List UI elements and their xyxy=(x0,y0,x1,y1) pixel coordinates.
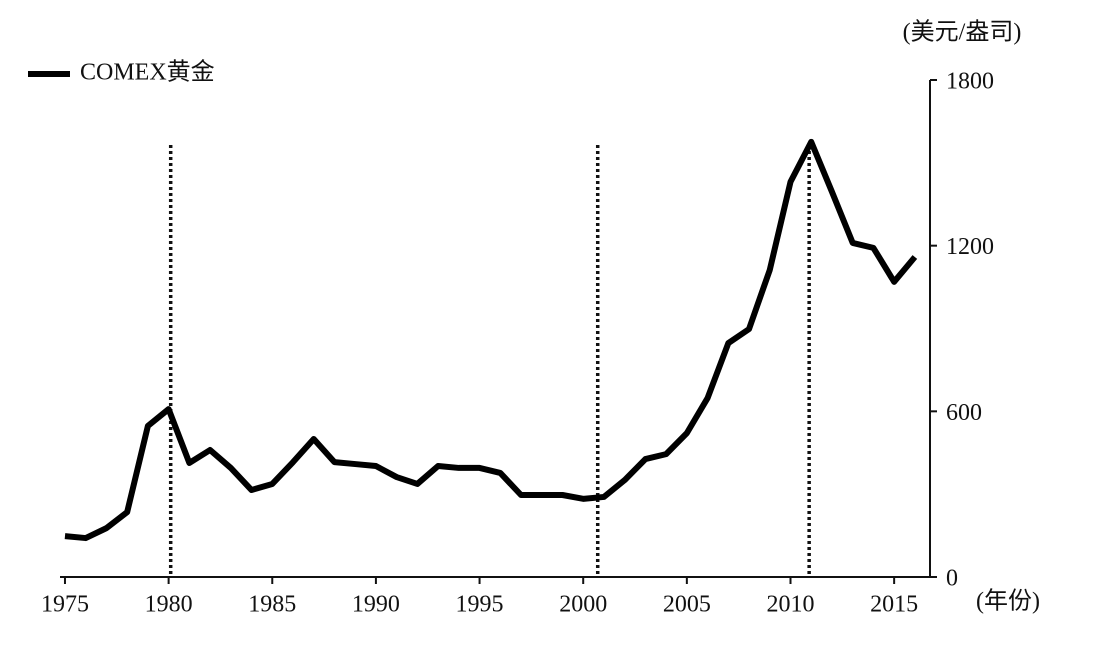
y-tick-label: 0 xyxy=(946,566,958,592)
y-axis-label: (美元/盎司) xyxy=(903,19,1022,46)
x-tick-label: 2000 xyxy=(559,592,607,618)
x-tick-label: 2005 xyxy=(663,592,711,618)
x-tick-label: 1985 xyxy=(248,592,296,618)
x-tick-label: 1975 xyxy=(41,592,89,618)
y-tick-label: 1800 xyxy=(946,69,994,95)
y-tick-label: 1200 xyxy=(946,234,994,260)
x-tick-label: 1990 xyxy=(352,592,400,618)
x-tick-label: 1995 xyxy=(456,592,504,618)
x-tick-label: 1980 xyxy=(145,592,193,618)
series-line xyxy=(64,138,918,542)
x-tick-label: 2015 xyxy=(870,592,918,618)
x-axis-label: (年份) xyxy=(976,588,1040,615)
legend-label: COMEX黄金 xyxy=(80,59,215,86)
y-tick-label: 600 xyxy=(946,400,982,426)
x-tick-label: 2010 xyxy=(766,592,814,618)
